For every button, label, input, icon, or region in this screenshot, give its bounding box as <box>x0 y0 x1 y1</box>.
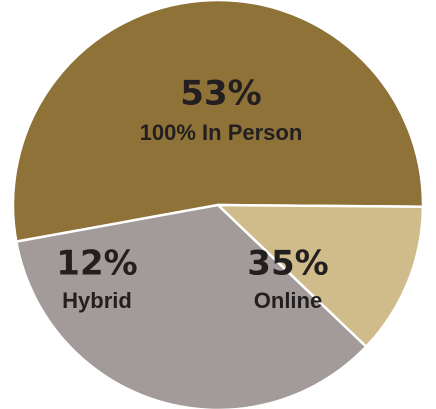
pie-slices <box>11 0 425 409</box>
slice-name-label-hybrid: Hybrid <box>62 288 132 313</box>
pie-labels: 53% 100% In Person 35% Online 12% Hybrid <box>56 74 328 313</box>
pie-slice-100-in-person <box>11 0 425 243</box>
slice-value-label-hybrid: 12% <box>56 244 137 284</box>
slice-value-label-online: 35% <box>247 244 328 284</box>
slice-name-label-online: Online <box>254 288 322 313</box>
slice-name-label-100-in-person: 100% In Person <box>140 120 303 145</box>
slice-value-label-100-in-person: 53% <box>180 74 261 114</box>
pie-slice-online <box>15 203 368 409</box>
pie-slice-hybrid <box>216 203 425 348</box>
